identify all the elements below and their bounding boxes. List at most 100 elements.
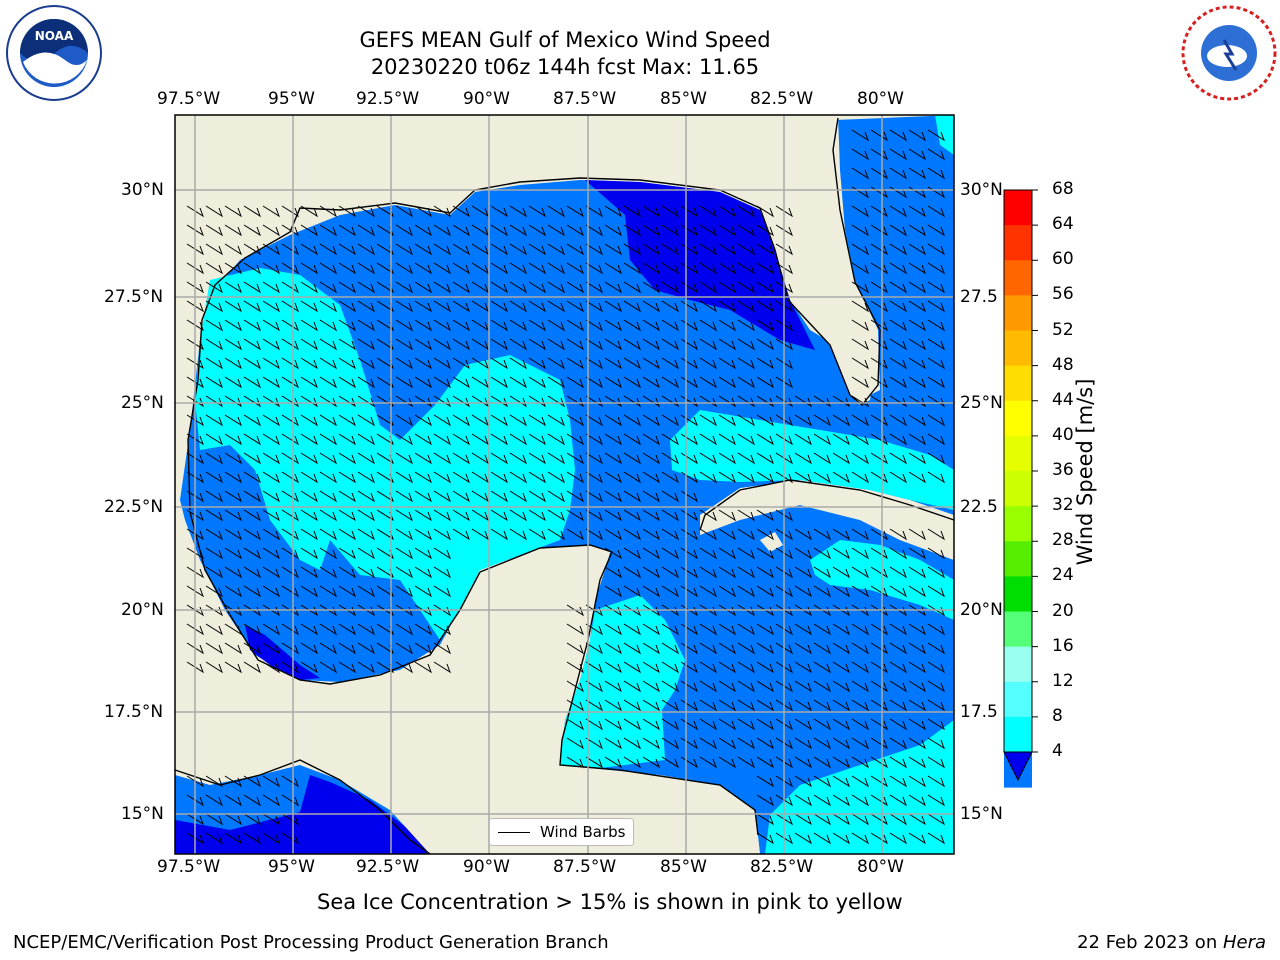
wind-barb [414, 490, 432, 503]
colorbar-cell [1004, 365, 1032, 402]
wind-barb [528, 490, 546, 503]
wind-barb [338, 471, 356, 484]
wind-barb [775, 395, 793, 408]
wind-barb [585, 623, 603, 636]
wind-barb [851, 376, 869, 389]
wind-barb [832, 566, 850, 579]
wind-barb [832, 832, 850, 845]
wind-barb [661, 756, 679, 769]
colorbar-tick-label: 4 [1052, 741, 1063, 761]
wind-barb [794, 414, 812, 427]
sea-ice-note: Sea Ice Concentration > 15% is shown in … [317, 890, 903, 914]
wind-barb [737, 642, 755, 655]
wind-barb [357, 281, 375, 294]
wind-barb [319, 490, 337, 503]
wind-barb [338, 224, 356, 237]
wind-barb [547, 357, 565, 370]
wind-barb [851, 794, 869, 807]
wind-barb [319, 471, 337, 484]
wind-barb [186, 775, 204, 788]
wind-barb [243, 528, 261, 541]
wind-barb [756, 376, 774, 389]
wind-barb [566, 528, 584, 541]
wind-barb [889, 319, 907, 332]
wind-barb [927, 623, 945, 636]
wind-barb [509, 395, 527, 408]
moderate-wind-yucatan [560, 595, 685, 768]
wind-barb [756, 224, 774, 237]
map-frame [174, 114, 955, 855]
wind-barb [224, 661, 242, 674]
wind-barb [737, 300, 755, 313]
lon-label-bottom: 95°W [268, 857, 315, 877]
wind-barb [775, 224, 793, 237]
wind-barb [870, 376, 888, 389]
wind-barb [737, 566, 755, 579]
wind-barb [566, 319, 584, 332]
colorbar-cell [1004, 646, 1032, 683]
wind-barb [395, 338, 413, 351]
wind-barb [927, 832, 945, 845]
wind-barb [623, 699, 641, 712]
wind-barb [775, 338, 793, 351]
wind-barb [889, 224, 907, 237]
colorbar-cell [1004, 330, 1032, 367]
wind-barb [813, 642, 831, 655]
wind-barb [566, 471, 584, 484]
wind-barb [908, 699, 926, 712]
wind-barb [566, 338, 584, 351]
wind-barb [927, 376, 945, 389]
wind-barb [471, 224, 489, 237]
wind-barb [699, 718, 717, 731]
wind-barb [718, 718, 736, 731]
wind-barb [737, 661, 755, 674]
wind-barb [205, 243, 223, 256]
wind-barb [889, 471, 907, 484]
wind-barb [661, 566, 679, 579]
wind-barb [699, 566, 717, 579]
colorbar-tick-label: 16 [1052, 635, 1074, 656]
wind-barb [338, 433, 356, 446]
wind-barb [737, 737, 755, 750]
colorbar-tick-label: 64 [1052, 214, 1074, 235]
wind-barb [433, 243, 451, 256]
wind-barb [319, 585, 337, 598]
wind-barb [490, 395, 508, 408]
wind-barb [243, 300, 261, 313]
wind-barb [281, 813, 299, 826]
wind-barb [908, 376, 926, 389]
wind-barb [243, 566, 261, 579]
wind-barb [224, 775, 242, 788]
wind-barb [490, 414, 508, 427]
colorbar-tick-label: 60 [1052, 249, 1074, 270]
lat-label-right: 17.5 [960, 702, 998, 722]
wind-barb [433, 433, 451, 446]
wind-barb [604, 490, 622, 503]
wind-barb [661, 547, 679, 560]
wind-barb [509, 357, 527, 370]
wind-barb [756, 300, 774, 313]
wind-barb [319, 224, 337, 237]
wind-barb [794, 623, 812, 636]
wind-barb [851, 566, 869, 579]
wind-barb [889, 661, 907, 674]
wind-barb [642, 338, 660, 351]
wind-barb [699, 414, 717, 427]
wind-barb [851, 224, 869, 237]
wind-barb [186, 433, 204, 446]
wind-barb [623, 300, 641, 313]
lat-label-left: 17.5°N [104, 702, 164, 722]
wind-barb [813, 452, 831, 465]
wind-barb [927, 281, 945, 294]
wind-barb [566, 224, 584, 237]
wind-barb [319, 528, 337, 541]
colorbar-tick-label: 32 [1052, 495, 1074, 516]
wind-barb [851, 338, 869, 351]
wind-barb [414, 528, 432, 541]
wind-barb [490, 471, 508, 484]
legend-label: Wind Barbs [540, 823, 626, 841]
wind-barb [186, 547, 204, 560]
wind-barb [889, 756, 907, 769]
wind-barb [718, 566, 736, 579]
wind-barb [718, 547, 736, 560]
